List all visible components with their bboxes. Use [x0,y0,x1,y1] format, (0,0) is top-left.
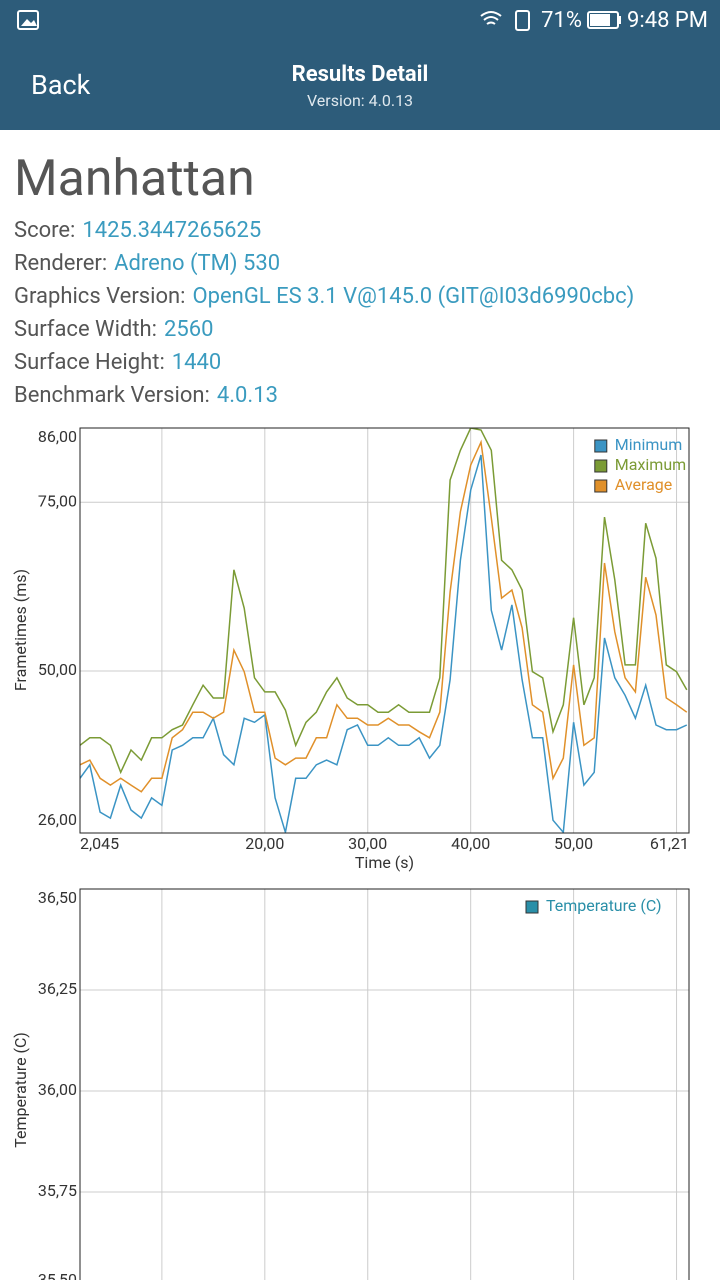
legend-swatch [594,479,608,493]
battery-level [590,14,610,26]
x-tick-label: 61,21 [650,834,689,853]
detail-line: Renderer: Adreno (TM) 530 [14,251,280,276]
battery-percent: 71% [541,8,582,33]
image-icon-shape [21,19,37,26]
detail-label: Surface Height: [14,350,165,375]
x-tick-label: 2,045 [80,834,119,853]
detail-label: Renderer: [14,251,107,276]
x-tick-label: 50,00 [554,834,593,853]
x-tick-label: 40,00 [451,834,490,853]
y-tick-label: 26,00 [38,810,77,829]
series-line [80,439,688,793]
detail-line: Score: 1425.3447265625 [14,218,261,243]
legend-swatch [594,439,608,453]
y-tick-label: 35,75 [38,1181,77,1200]
detail-value: Adreno (TM) 530 [114,251,280,276]
legend-label: Average [615,475,672,494]
plot-frame [79,888,690,1280]
series-line [80,454,688,833]
series-line [80,428,688,775]
y-axis-title: Temperature (C) [11,1032,30,1148]
detail-label: Surface Width: [14,317,157,342]
y-tick-label: 36,25 [38,979,77,998]
detail-value: 1425.3447265625 [82,218,261,243]
x-axis-title: Time (s) [355,853,414,872]
details: Score: 1425.3447265625 Renderer: Adreno (TM… [14,218,634,408]
detail-label: Score: [14,218,75,243]
wifi-icon [480,11,502,25]
status-icons [17,10,621,31]
y-tick-label: 75,00 [38,491,77,510]
chart: 35,50 35,75 36,00 36,25 36,50 Temperature (C)… [11,888,690,1280]
header-subtitle: Version: 4.0.13 [307,91,413,110]
y-tick-label: 36,50 [38,888,77,907]
legend-label: Temperature (C) [546,896,662,915]
sim-icon [515,10,530,31]
y-tick-label: 35,50 [38,1270,77,1280]
test-name: Manhattan [14,150,255,208]
y-tick-label: 86,00 [38,427,77,446]
clock: 9:48 PM [627,8,708,33]
plot-frame [79,427,690,834]
detail-value: 1440 [172,350,221,375]
legend-swatch [525,900,539,914]
y-tick-label: 36,00 [38,1080,77,1099]
y-tick-label: 50,00 [38,660,77,679]
detail-line: Surface Height: 1440 [14,350,221,375]
detail-label: Graphics Version: [14,284,186,309]
back-button[interactable]: Back [31,69,91,101]
legend-swatch [594,459,608,473]
detail-label: Benchmark Version: [14,383,210,408]
x-tick-label: 20,00 [245,834,284,853]
detail-value: OpenGL ES 3.1 V@145.0 (GIT@I03d6990cbc) [193,284,635,309]
legend-label: Maximum [615,455,686,474]
detail-line: Graphics Version: OpenGL ES 3.1 V@145.0 (… [14,284,634,309]
detail-line: Surface Width: 2560 [14,317,213,342]
detail-value: 4.0.13 [217,383,278,408]
legend-label: Minimum [615,435,682,454]
header-title: Results Detail [292,62,429,87]
plot-lines [80,428,688,833]
x-tick-label: 30,00 [348,834,387,853]
detail-line: Benchmark Version: 4.0.13 [14,383,278,408]
battery-tip [618,16,621,24]
y-axis-title: Frametimes (ms) [11,569,30,691]
chart: 26,00 50,00 75,00 86,00 2,045 20,00 30,00 40,00… [11,427,690,872]
image-icon [17,10,39,30]
detail-value: 2560 [164,317,213,342]
